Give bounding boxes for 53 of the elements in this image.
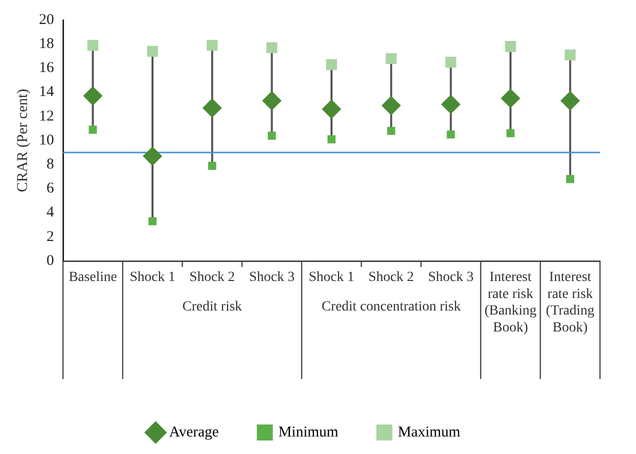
point	[505, 41, 516, 52]
text: Credit concentration risk	[322, 300, 461, 315]
y-tick-label: 16	[39, 60, 54, 76]
point	[268, 132, 276, 140]
point	[386, 53, 397, 64]
point	[564, 49, 576, 60]
point	[327, 135, 336, 144]
x-tick-label: Shock 1	[308, 270, 354, 286]
y-tick-label: 12	[39, 108, 54, 124]
point	[322, 100, 341, 119]
x-tick-label: Shock 3	[249, 270, 295, 286]
point	[262, 91, 282, 110]
y-tick-label: 10	[39, 132, 54, 148]
point	[266, 42, 278, 54]
point	[445, 56, 456, 68]
point	[506, 129, 515, 138]
y-tick-label: 14	[39, 84, 54, 100]
point	[83, 86, 102, 106]
point	[441, 94, 460, 114]
x-tick-label: Shock 2	[368, 270, 414, 286]
x-tick-label: Interest rate risk (Trading Book)	[546, 270, 594, 336]
x-tick-label: Shock 2	[189, 270, 235, 286]
point	[206, 40, 218, 51]
y-tick-label: 18	[39, 36, 54, 52]
legend-label: Average	[169, 424, 220, 440]
y-tick-label: 2	[46, 228, 54, 245]
y-tick-label: 4	[46, 204, 54, 221]
x-tick-label: Shock 1	[130, 270, 176, 286]
point	[147, 46, 158, 57]
legend-label: Minimum	[278, 424, 339, 440]
point	[326, 59, 337, 70]
x-tick-label: Shock 3	[428, 270, 474, 286]
point	[208, 162, 216, 170]
point	[88, 126, 97, 134]
y-tick-label: 6	[46, 180, 54, 197]
y-tick-label: 20	[39, 12, 54, 28]
x-tick-label: Interest rate risk (Banking Book)	[484, 270, 537, 336]
point	[382, 96, 401, 116]
y-tick-label: 0	[46, 252, 54, 269]
point	[202, 98, 222, 118]
point	[560, 91, 580, 110]
point	[148, 217, 157, 226]
point	[143, 146, 162, 166]
legend-label: Maximum	[398, 424, 461, 440]
point	[87, 40, 98, 51]
point	[501, 88, 520, 108]
point	[566, 175, 574, 184]
x-tick-label: Baseline	[68, 270, 117, 286]
y-tick-label: 8	[46, 156, 54, 173]
point	[387, 126, 396, 135]
point	[446, 130, 455, 139]
y-axis-title: CRAR (Per cent)	[14, 88, 31, 192]
text: Credit risk	[182, 300, 242, 315]
